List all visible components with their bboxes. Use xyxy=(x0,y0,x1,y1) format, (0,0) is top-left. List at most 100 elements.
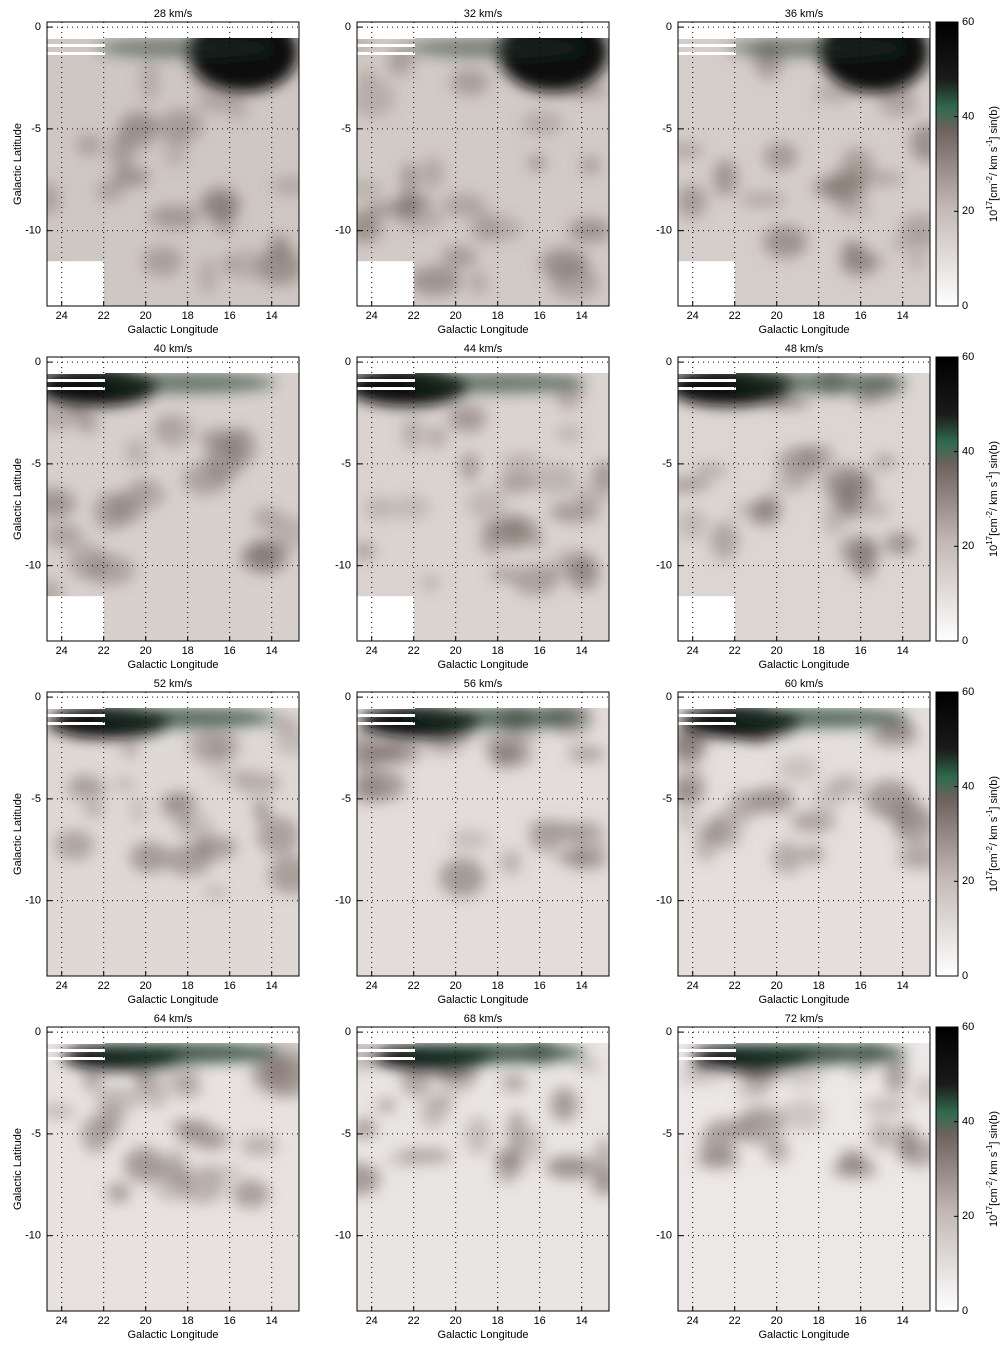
blob xyxy=(256,1043,299,1064)
x-axis-label: Galactic Longitude xyxy=(127,659,218,671)
label-part: 10 xyxy=(988,545,1000,557)
blob xyxy=(726,38,907,58)
blob xyxy=(203,885,227,899)
strip xyxy=(357,44,415,47)
y-axis-label: Galactic Latitude xyxy=(12,793,24,875)
y-tick-label: 0 xyxy=(35,21,41,33)
blob xyxy=(550,1087,578,1122)
blob xyxy=(500,850,522,875)
blob xyxy=(868,724,920,749)
x-tick-label: 14 xyxy=(576,1315,588,1327)
y-tick-label: -10 xyxy=(335,1230,351,1242)
strip xyxy=(357,379,415,382)
axes-frame xyxy=(356,1026,610,1312)
strip xyxy=(47,38,105,39)
label-part: / km s xyxy=(988,146,1000,176)
y-tick-label: 0 xyxy=(666,1026,672,1038)
x-tick-label: 24 xyxy=(687,1315,699,1327)
blob xyxy=(884,532,915,555)
blob xyxy=(173,1075,202,1098)
blob xyxy=(749,787,795,813)
blob xyxy=(568,218,609,243)
blob xyxy=(735,1080,771,1101)
blob xyxy=(95,373,276,393)
blob xyxy=(209,742,226,756)
panel: 44 km/s 24 22 20 18 16 14 0 -5 -10 Galactic Longit… xyxy=(335,343,610,671)
colorbar-tick-label: 20 xyxy=(962,540,974,552)
x-axis-label: Galactic Longitude xyxy=(127,994,218,1006)
blobs xyxy=(357,380,609,596)
x-tick-label: 24 xyxy=(687,645,699,657)
label-part: -2 xyxy=(985,176,994,184)
blob xyxy=(861,170,905,187)
blob xyxy=(506,515,523,552)
blob xyxy=(708,809,744,850)
blob xyxy=(240,1135,278,1157)
blob xyxy=(763,142,798,171)
y-tick-label: -5 xyxy=(662,123,672,135)
blob xyxy=(47,1104,76,1117)
blobs xyxy=(357,38,609,300)
blob xyxy=(405,373,586,393)
blob xyxy=(822,499,845,537)
blob xyxy=(199,257,216,295)
x-tick-label: 22 xyxy=(408,1315,420,1327)
blob xyxy=(481,726,530,759)
label-part: ] sin(b) xyxy=(988,106,1000,140)
strip xyxy=(678,44,736,47)
axes-frame xyxy=(677,21,931,307)
blob xyxy=(257,816,299,856)
blob xyxy=(771,841,804,874)
blob xyxy=(420,157,444,190)
panel-title: 64 km/s xyxy=(154,1013,193,1025)
y-tick-label: -10 xyxy=(335,895,351,907)
x-tick-label: 22 xyxy=(98,645,110,657)
blob xyxy=(47,398,77,432)
y-tick-label: -10 xyxy=(335,225,351,237)
blob xyxy=(710,520,739,561)
y-tick-label: -10 xyxy=(25,1230,41,1242)
map-image xyxy=(357,38,609,306)
y-tick-label: -5 xyxy=(31,123,41,135)
y-axis-label: Galactic Latitude xyxy=(12,1128,24,1210)
map-image xyxy=(678,38,930,306)
label-part: -1 xyxy=(985,809,994,817)
blob xyxy=(574,486,609,505)
label-part: ] sin(b) xyxy=(988,441,1000,475)
x-tick-label: 20 xyxy=(140,1315,152,1327)
axes-frame xyxy=(677,691,931,977)
panel: 52 km/s 24 22 20 18 16 14 0 -5 -10 Galactic Longit… xyxy=(12,678,300,1006)
blob xyxy=(386,1150,419,1167)
blob xyxy=(495,1150,519,1166)
blob xyxy=(678,806,696,831)
blob xyxy=(405,708,586,728)
blob xyxy=(565,848,609,870)
x-tick-label: 16 xyxy=(855,645,867,657)
blob xyxy=(421,575,439,591)
blob xyxy=(448,404,487,433)
blobs xyxy=(47,1043,299,1209)
panel-title: 32 km/s xyxy=(464,8,503,20)
strip xyxy=(47,387,105,390)
blob xyxy=(140,61,159,101)
x-tick-label: 20 xyxy=(450,980,462,992)
blob xyxy=(357,210,383,243)
strip xyxy=(678,379,736,382)
y-tick-label: -5 xyxy=(341,458,351,470)
blob xyxy=(107,1183,131,1203)
x-axis-label: Galactic Longitude xyxy=(437,994,528,1006)
blob xyxy=(357,78,395,118)
blob xyxy=(357,179,385,198)
y-tick-label: -5 xyxy=(341,1128,351,1140)
panel-title: 68 km/s xyxy=(464,1013,503,1025)
y-axis-label: Galactic Latitude xyxy=(12,458,24,540)
x-tick-label: 16 xyxy=(534,1315,546,1327)
strip xyxy=(47,379,105,382)
blob xyxy=(376,1099,396,1112)
blob xyxy=(464,1115,491,1155)
dense-region xyxy=(95,38,299,92)
blob xyxy=(111,167,150,187)
panel-title: 60 km/s xyxy=(785,678,824,690)
map-image xyxy=(357,708,609,976)
